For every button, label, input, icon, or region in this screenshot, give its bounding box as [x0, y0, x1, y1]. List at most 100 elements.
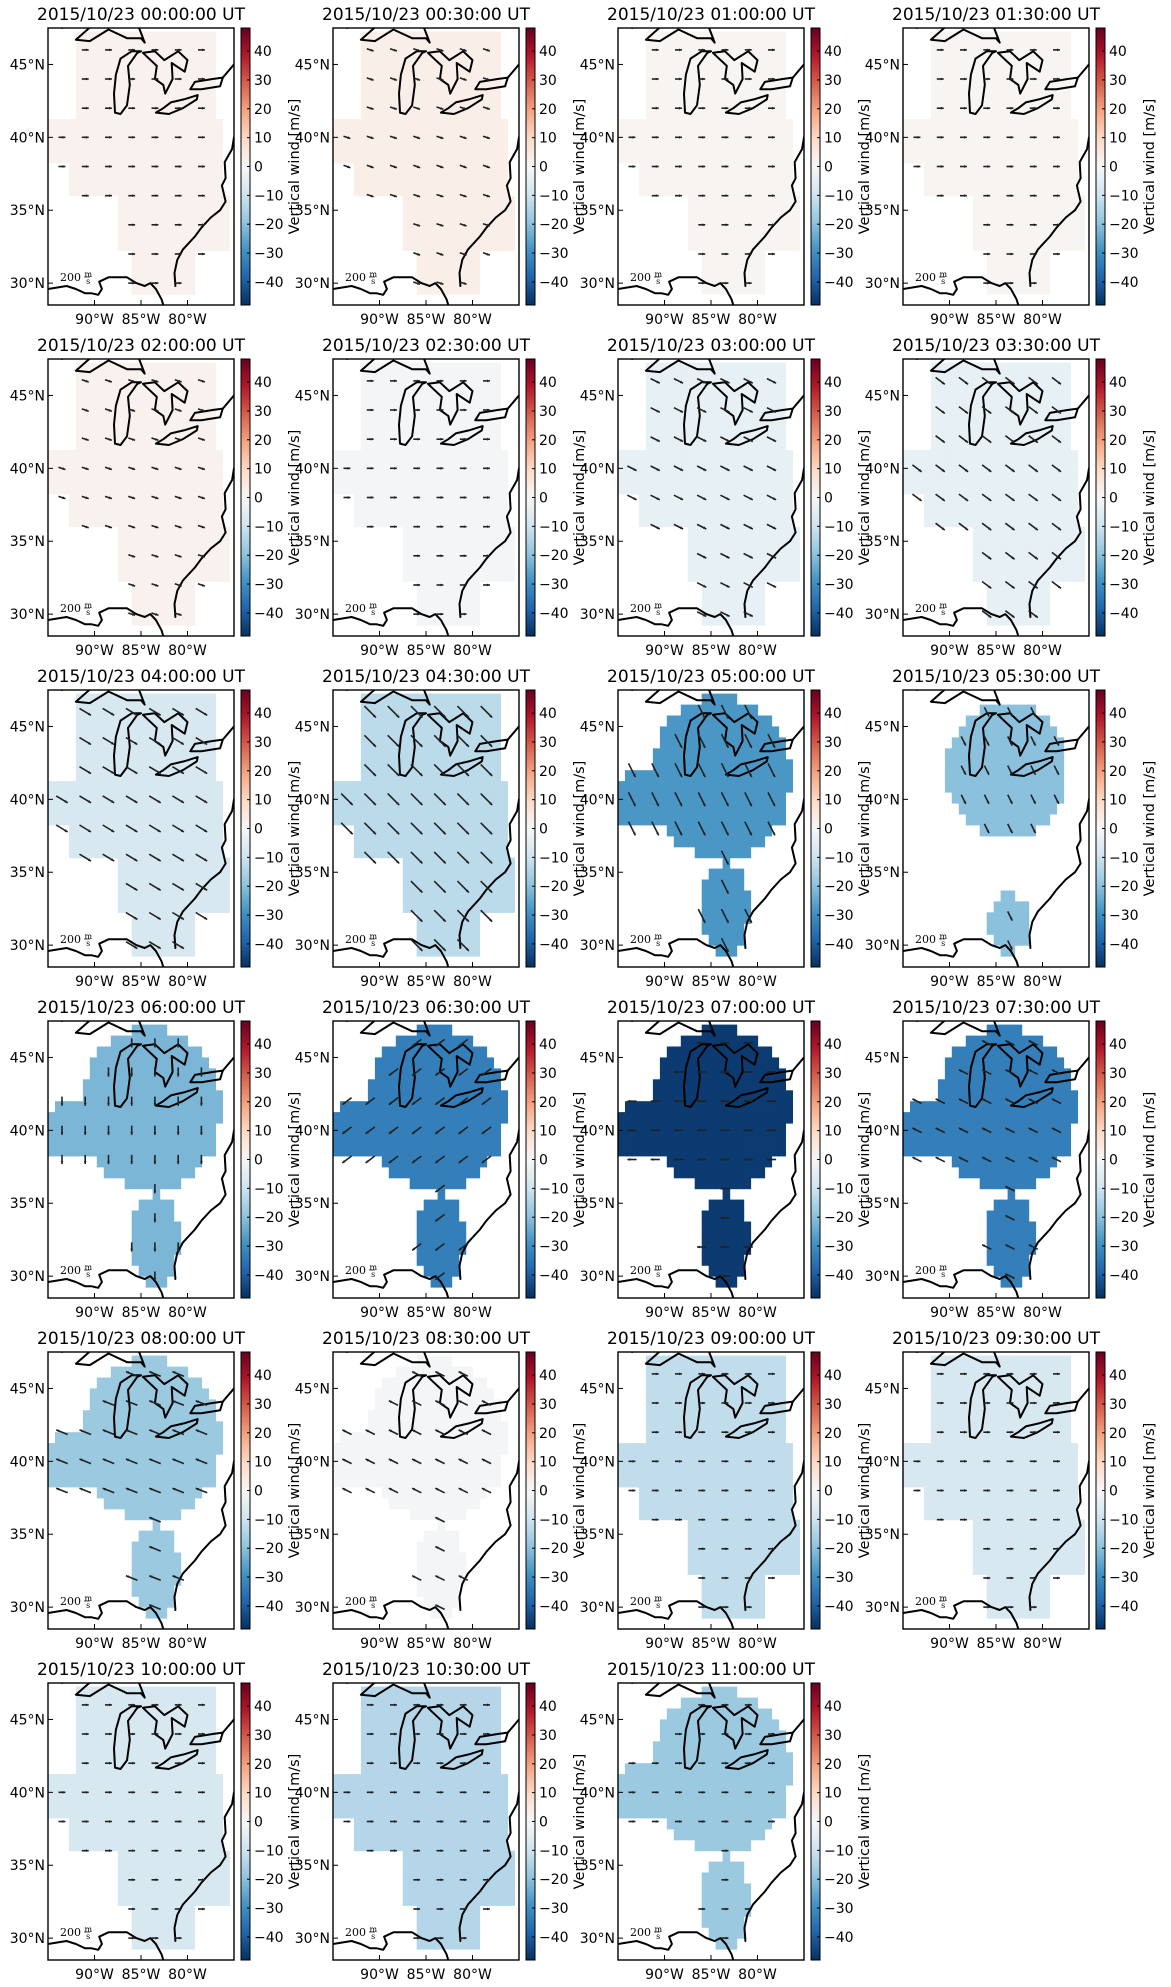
wind-cell	[117, 526, 126, 539]
wind-cell	[180, 228, 189, 240]
wind-cell	[402, 75, 411, 87]
wind-cell	[138, 493, 147, 506]
wind-cell	[159, 86, 168, 98]
wind-cell	[423, 603, 432, 615]
wind-cell	[500, 472, 508, 484]
wind-cell	[444, 141, 453, 153]
wind-cell	[673, 450, 682, 462]
wind-cell	[145, 803, 154, 815]
wind-cell	[89, 75, 98, 87]
wind-cell	[346, 461, 355, 473]
wind-cell	[778, 472, 786, 484]
wind-cell	[493, 206, 501, 219]
wind-cell	[771, 362, 780, 375]
wind-arrowhead	[679, 439, 684, 442]
wind-cell	[423, 195, 432, 208]
wind-cell	[645, 53, 654, 65]
wind-arrowhead	[964, 381, 969, 385]
wind-cell	[493, 362, 501, 375]
wind-cell	[1042, 373, 1051, 386]
wind-cell	[1014, 86, 1023, 98]
wind-cell	[722, 417, 731, 429]
wind-cell	[131, 162, 140, 175]
wind-cell	[1063, 141, 1071, 153]
wind-cell	[715, 108, 724, 120]
wind-cell	[923, 461, 932, 473]
wind-cell	[708, 173, 717, 186]
wind-cell	[993, 184, 1002, 197]
wind-cell	[1000, 272, 1009, 284]
wind-cell	[1049, 482, 1058, 495]
wind-cell	[1056, 482, 1065, 495]
wind-cell	[1021, 86, 1030, 98]
wind-cell	[103, 42, 112, 55]
wind-cell	[360, 395, 369, 407]
wind-cell	[458, 272, 467, 284]
wind-cell	[944, 373, 953, 386]
wind-arrowhead	[655, 165, 659, 168]
wind-cell	[152, 548, 161, 560]
wind-cell	[708, 86, 717, 98]
wind-cell	[479, 493, 488, 506]
wind-cell	[187, 283, 196, 295]
wind-cell	[96, 173, 105, 186]
wind-arrowhead	[964, 48, 967, 52]
wind-arrowhead	[748, 194, 752, 197]
wind-cell	[993, 373, 1002, 386]
wind-cell	[1028, 64, 1037, 76]
wind-cell	[757, 173, 766, 186]
wind-cell	[493, 395, 501, 407]
wind-cell	[159, 934, 168, 946]
wind-cell	[472, 603, 481, 615]
wind-cell	[173, 42, 182, 55]
wind-cell	[423, 472, 432, 484]
wind-arrowhead	[417, 282, 421, 285]
wind-cell	[409, 151, 418, 164]
wind-cell	[381, 417, 390, 429]
wind-cell	[708, 461, 717, 473]
wind-cell	[187, 472, 196, 484]
wind-arrowhead	[1034, 527, 1038, 531]
wind-cell	[395, 31, 404, 44]
colorbar-tick-label: −20	[1109, 217, 1139, 233]
wind-cell	[416, 184, 425, 197]
wind-cell	[465, 581, 474, 593]
wind-cell	[736, 592, 745, 604]
wind-cell	[423, 570, 432, 582]
wind-cell	[1056, 206, 1065, 219]
wind-cell	[353, 504, 362, 517]
wind-cell	[1042, 130, 1051, 142]
colorbar-tick-label: 30	[254, 404, 272, 420]
wind-cell	[103, 493, 112, 506]
wind-cell	[360, 97, 369, 109]
wind-cell	[757, 86, 766, 98]
wind-cell	[159, 31, 168, 44]
wind-cell	[131, 504, 140, 517]
wind-cell	[173, 75, 182, 87]
wind-cell	[750, 195, 759, 208]
wind-cell	[993, 119, 1002, 131]
wind-cell	[201, 239, 209, 251]
wind-cell	[82, 472, 91, 484]
wind-cell	[694, 108, 703, 120]
wind-cell	[173, 428, 182, 440]
wind-cell	[1028, 559, 1037, 571]
wind-cell	[451, 450, 460, 462]
colorbar-tick-label: 40	[254, 375, 272, 391]
wind-cell	[152, 901, 161, 913]
wind-cell	[117, 890, 126, 902]
wind-cell	[743, 384, 752, 396]
wind-cell	[145, 450, 154, 462]
coastline	[439, 425, 484, 446]
coastline	[644, 28, 716, 44]
wind-cell	[124, 151, 133, 164]
wind-cell	[138, 42, 147, 55]
y-tick-label: 35°N	[580, 203, 615, 219]
wind-cell	[388, 373, 397, 386]
wind-cell	[993, 42, 1002, 55]
wind-cell	[194, 493, 203, 506]
wind-cell	[131, 581, 140, 593]
wind-arrowhead	[702, 194, 706, 197]
wind-arrowhead	[108, 525, 112, 529]
